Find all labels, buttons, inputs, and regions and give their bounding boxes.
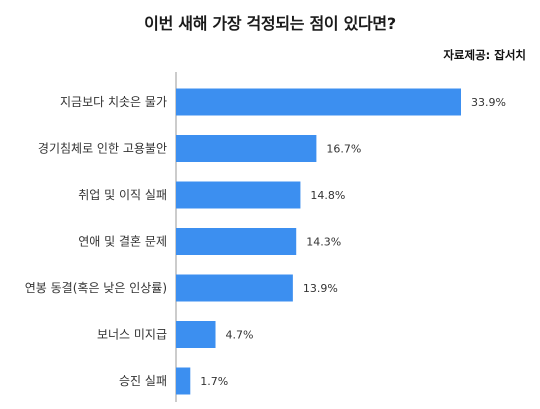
bar	[176, 135, 317, 162]
category-label: 취업 및 이직 실패	[78, 188, 167, 202]
category-label: 보너스 미지급	[97, 328, 167, 342]
value-label: 1.7%	[200, 375, 228, 388]
bar	[176, 367, 191, 395]
value-label: 14.3%	[306, 236, 341, 249]
chart-source: 자료제공: 잡서치	[443, 48, 526, 62]
value-label: 4.7%	[226, 329, 254, 342]
bar	[176, 181, 301, 209]
category-label: 연봉 동결(혹은 낮은 인상률)	[25, 281, 167, 295]
bar	[176, 228, 297, 255]
category-label: 연애 및 결혼 문제	[78, 235, 167, 249]
category-label: 승진 실패	[119, 374, 167, 388]
bar	[176, 321, 216, 348]
category-label: 경기침체로 인한 고용불안	[38, 142, 167, 156]
category-label: 지금보다 치솟은 물가	[60, 95, 167, 109]
chart-title: 이번 새해 가장 걱정되는 점이 있다면?	[144, 14, 396, 33]
bar	[176, 274, 293, 302]
value-label: 16.7%	[326, 143, 361, 156]
value-label: 14.8%	[310, 189, 345, 202]
value-label: 33.9%	[471, 96, 506, 109]
bar	[176, 88, 461, 116]
value-label: 13.9%	[303, 282, 338, 295]
